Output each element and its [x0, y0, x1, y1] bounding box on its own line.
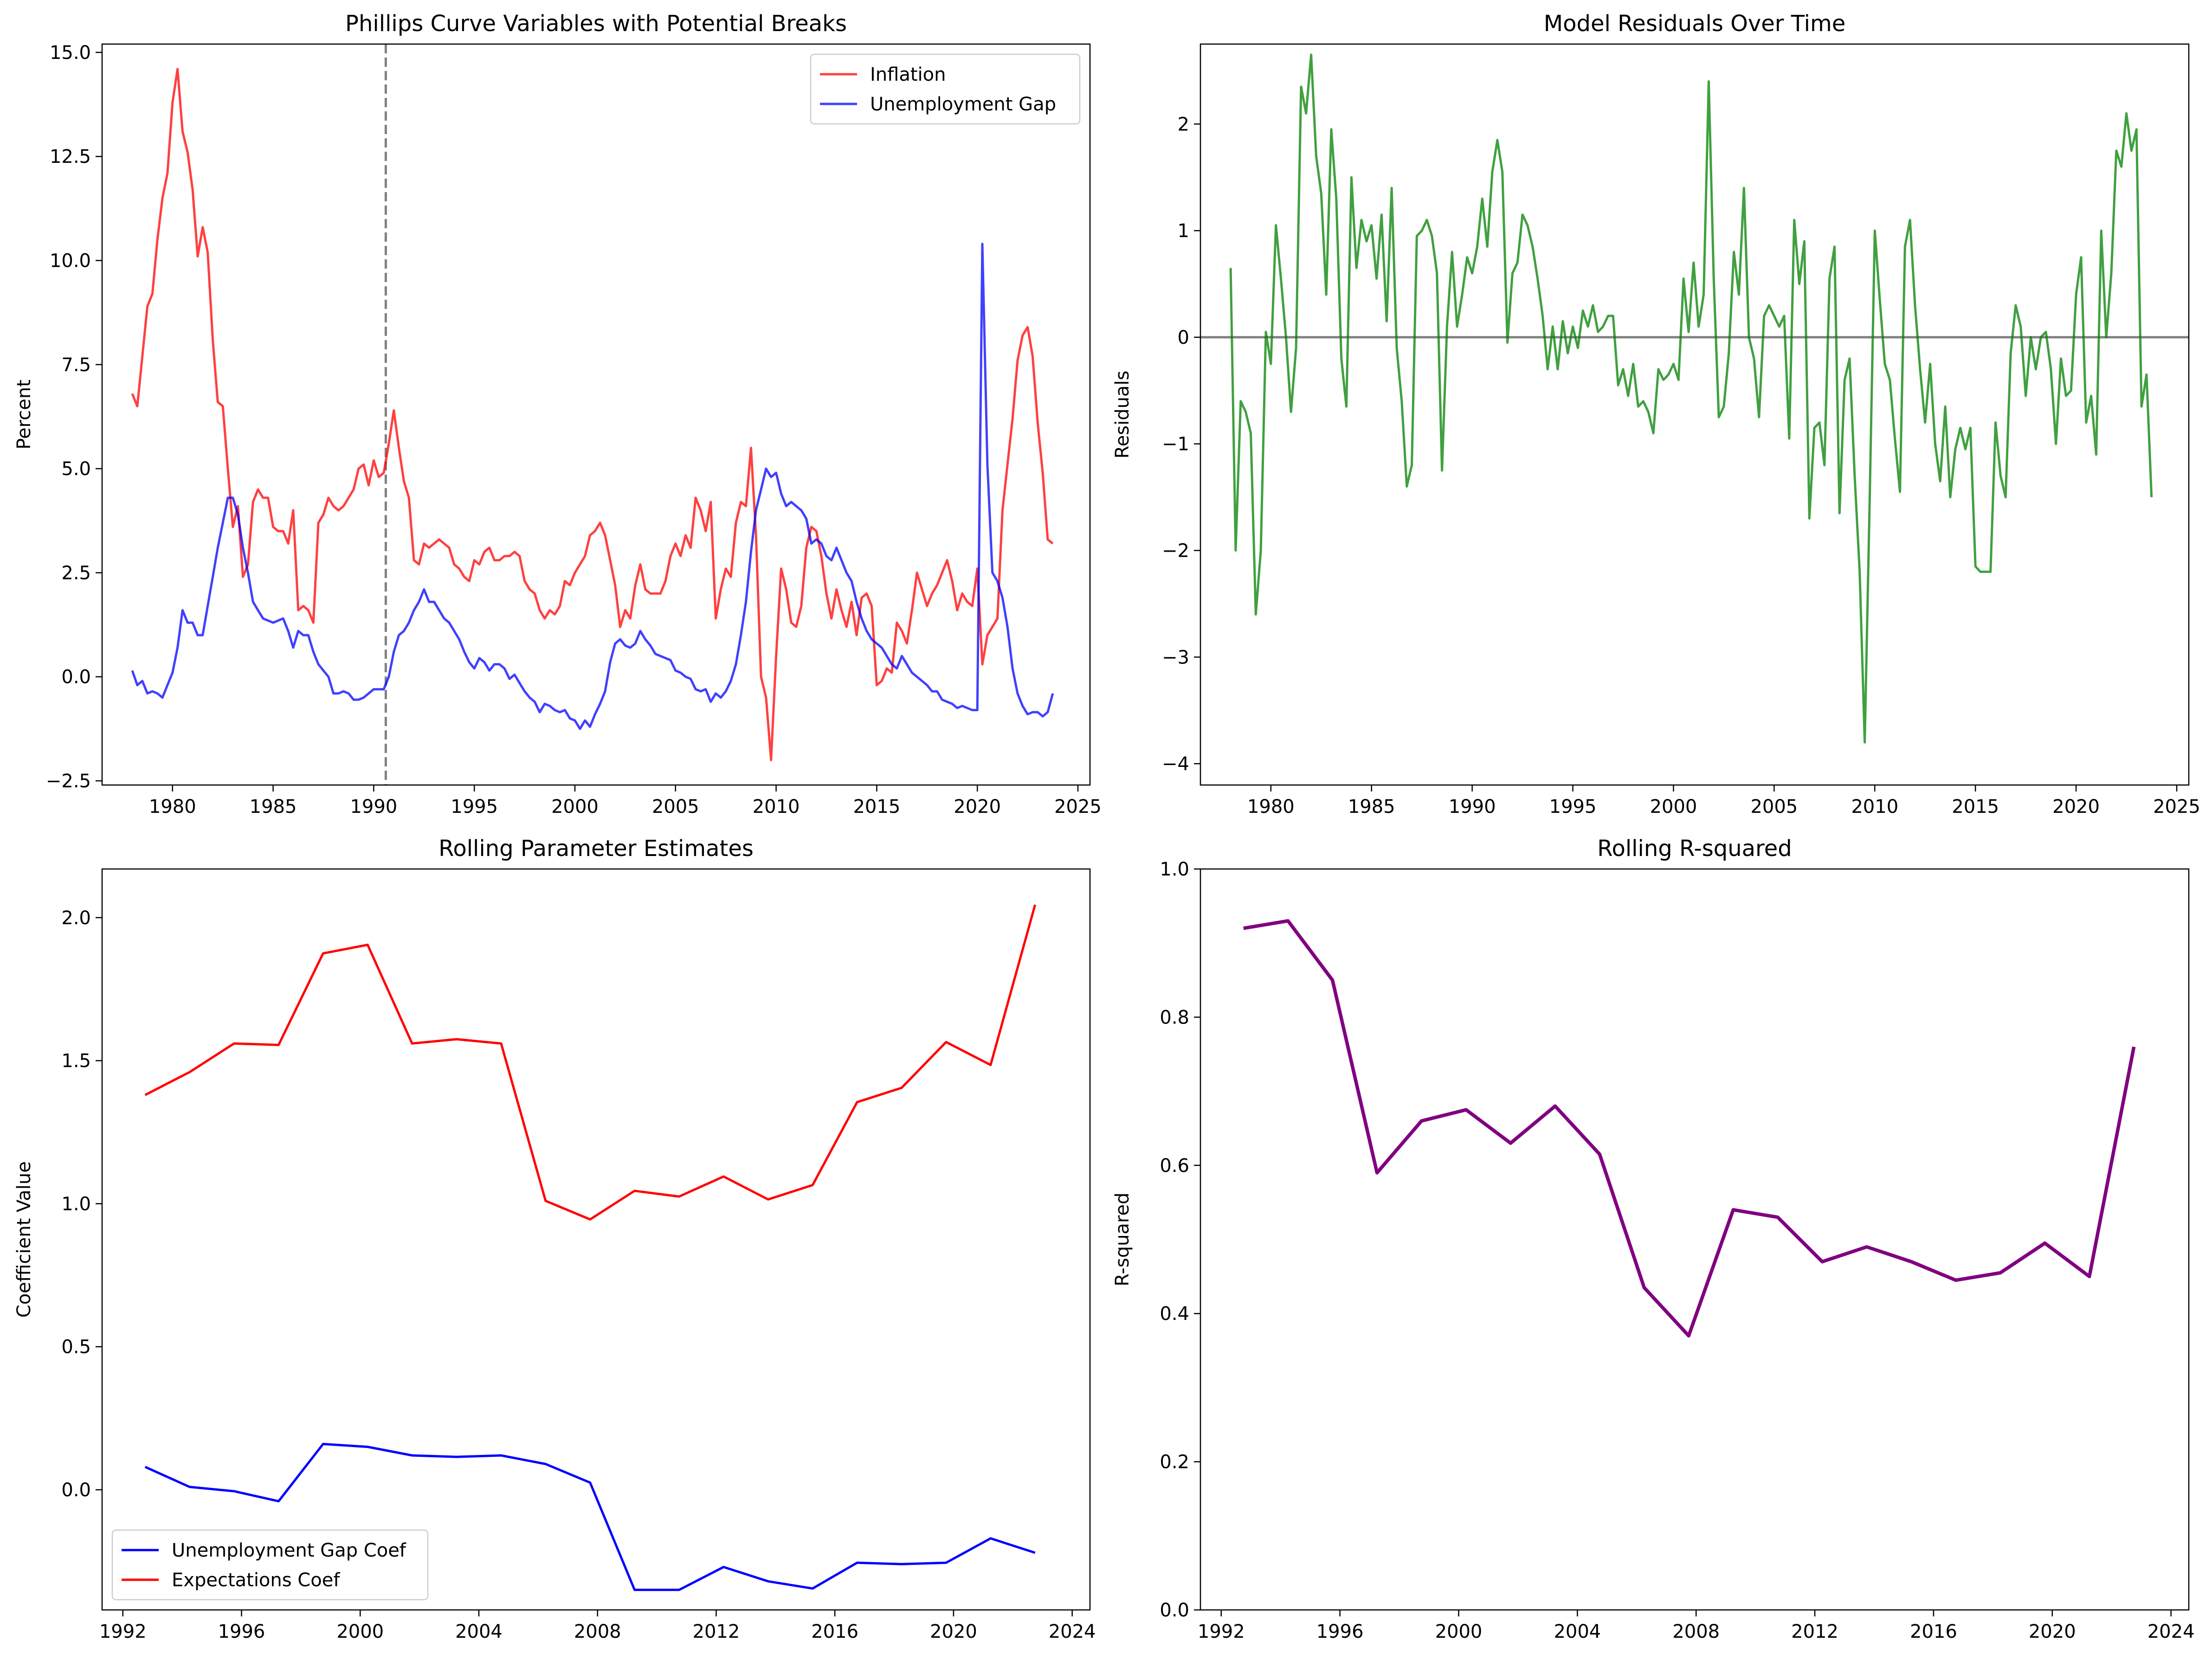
x-tick-label: 2020	[2029, 1621, 2076, 1642]
y-tick-label: 0.0	[61, 1480, 91, 1501]
x-tick-label: 2008	[1672, 1621, 1720, 1642]
y-tick-label: 2.0	[61, 907, 91, 929]
y-tick-label: 0.5	[61, 1337, 91, 1358]
legend: Unemployment Gap Coef Expectations Coef	[111, 1529, 429, 1601]
y-tick-label: −2.5	[46, 771, 91, 792]
x-tick-label: 2004	[455, 1621, 503, 1642]
y-tick-label: 0	[1178, 327, 1189, 348]
x-tick-label: 2025	[1054, 796, 1102, 817]
y-tick-label: 10.0	[50, 251, 91, 272]
legend-label-unemployment-gap-coef: Unemployment Gap Coef	[172, 1540, 406, 1561]
x-tick-label: 1985	[250, 796, 297, 817]
x-tick-label: 2020	[2052, 796, 2100, 817]
x-tick-label: 2024	[2148, 1621, 2195, 1642]
x-tick-label: 1996	[1316, 1621, 1364, 1642]
x-tick-label: 1990	[1449, 796, 1496, 817]
series-line-series-1	[1229, 53, 2153, 744]
y-tick-label: 12.5	[50, 146, 91, 167]
series-line-unemployment-gap	[131, 243, 1054, 730]
x-tick-label: 2016	[1910, 1621, 1957, 1642]
y-axis-label: Residuals	[1112, 371, 1133, 459]
y-tick-label: 5.0	[61, 458, 91, 480]
y-tick-label: 0.0	[61, 667, 91, 688]
y-tick-label: 0.4	[1160, 1303, 1189, 1325]
x-tick-label: 2010	[1851, 796, 1898, 817]
plot-frame	[1200, 868, 2190, 1611]
y-tick-label: 0.6	[1160, 1155, 1189, 1177]
plot-frame	[101, 868, 1091, 1611]
x-tick-label: 2024	[1049, 1621, 1096, 1642]
x-tick-label: 1996	[218, 1621, 265, 1642]
x-tick-label: 2020	[954, 796, 1001, 817]
x-tick-label: 2000	[1650, 796, 1697, 817]
x-tick-label: 2015	[853, 796, 900, 817]
y-tick-label: 0.2	[1160, 1452, 1189, 1473]
x-tick-label: 1995	[1549, 796, 1597, 817]
y-tick-label: 2.5	[61, 562, 91, 584]
chart-title: Rolling Parameter Estimates	[439, 836, 754, 862]
y-tick-label: 2	[1178, 114, 1189, 135]
y-tick-label: −4	[1162, 753, 1189, 775]
chart-title: Model Residuals Over Time	[1544, 11, 1846, 37]
chart-title: Rolling R-squared	[1597, 836, 1792, 862]
x-tick-label: 2025	[2153, 796, 2200, 817]
y-tick-label: −1	[1162, 434, 1189, 455]
x-tick-label: 2012	[693, 1621, 740, 1642]
y-tick-label: 1.0	[61, 1193, 91, 1215]
x-tick-label: 2000	[336, 1621, 384, 1642]
legend-label-expectations-coef: Expectations Coef	[172, 1570, 340, 1591]
x-tick-label: 1990	[350, 796, 397, 817]
chart-title: Phillips Curve Variables with Potential …	[345, 11, 847, 37]
y-axis-label: Percent	[13, 380, 35, 450]
x-tick-label: 1980	[149, 796, 196, 817]
legend-label-inflation: Inflation	[870, 64, 946, 85]
chart-panel-phillips: Phillips Curve Variables with Potential …	[13, 11, 1102, 817]
legend: Inflation Unemployment Gap	[810, 53, 1081, 125]
x-tick-label: 2005	[1750, 796, 1798, 817]
y-tick-label: −3	[1162, 647, 1189, 668]
plot-frame	[101, 43, 1091, 786]
x-tick-label: 2000	[1435, 1621, 1483, 1642]
x-tick-label: 2012	[1791, 1621, 1838, 1642]
legend-label-unemployment-gap: Unemployment Gap	[870, 94, 1056, 115]
y-tick-label: 15.0	[50, 42, 91, 64]
series-line-unemployment-gap-coef	[144, 1442, 1036, 1591]
plot-frame	[1200, 43, 2190, 786]
y-tick-label: 1	[1178, 220, 1189, 242]
x-tick-label: 2016	[811, 1621, 858, 1642]
series-line-expectations-coef	[144, 904, 1037, 1221]
series-line-series-1	[1243, 919, 2136, 1338]
legend-box	[111, 1529, 429, 1601]
x-tick-label: 2005	[652, 796, 699, 817]
chart-panel-rolling_r2: Rolling R-squared R-squared 1992 1996 2000 20…	[1112, 836, 2195, 1642]
legend-box	[810, 53, 1081, 125]
y-tick-label: 1.5	[61, 1050, 91, 1072]
series-line-inflation	[131, 68, 1054, 761]
x-tick-label: 1980	[1247, 796, 1295, 817]
chart-panel-rolling_params: Rolling Parameter Estimates Coefficient V…	[13, 836, 1096, 1642]
y-axis-label: Coefficient Value	[13, 1161, 35, 1318]
x-tick-label: 1995	[451, 796, 498, 817]
x-tick-label: 1992	[99, 1621, 147, 1642]
y-tick-label: 7.5	[61, 354, 91, 376]
y-tick-label: 0.0	[1160, 1600, 1189, 1621]
x-tick-label: 1992	[1198, 1621, 1245, 1642]
x-tick-label: 2004	[1554, 1621, 1601, 1642]
x-tick-label: 2000	[551, 796, 599, 817]
x-tick-label: 2020	[930, 1621, 977, 1642]
y-tick-label: −2	[1162, 540, 1189, 561]
x-tick-label: 1985	[1348, 796, 1395, 817]
y-tick-label: 1.0	[1160, 859, 1189, 880]
chart-panel-residuals: Model Residuals Over Time Residuals 1980 19…	[1112, 11, 2200, 817]
x-tick-label: 2015	[1952, 796, 1999, 817]
y-tick-label: 0.8	[1160, 1007, 1189, 1028]
x-tick-label: 2010	[753, 796, 800, 817]
x-tick-label: 2008	[574, 1621, 621, 1642]
y-axis-label: R-squared	[1112, 1192, 1133, 1286]
